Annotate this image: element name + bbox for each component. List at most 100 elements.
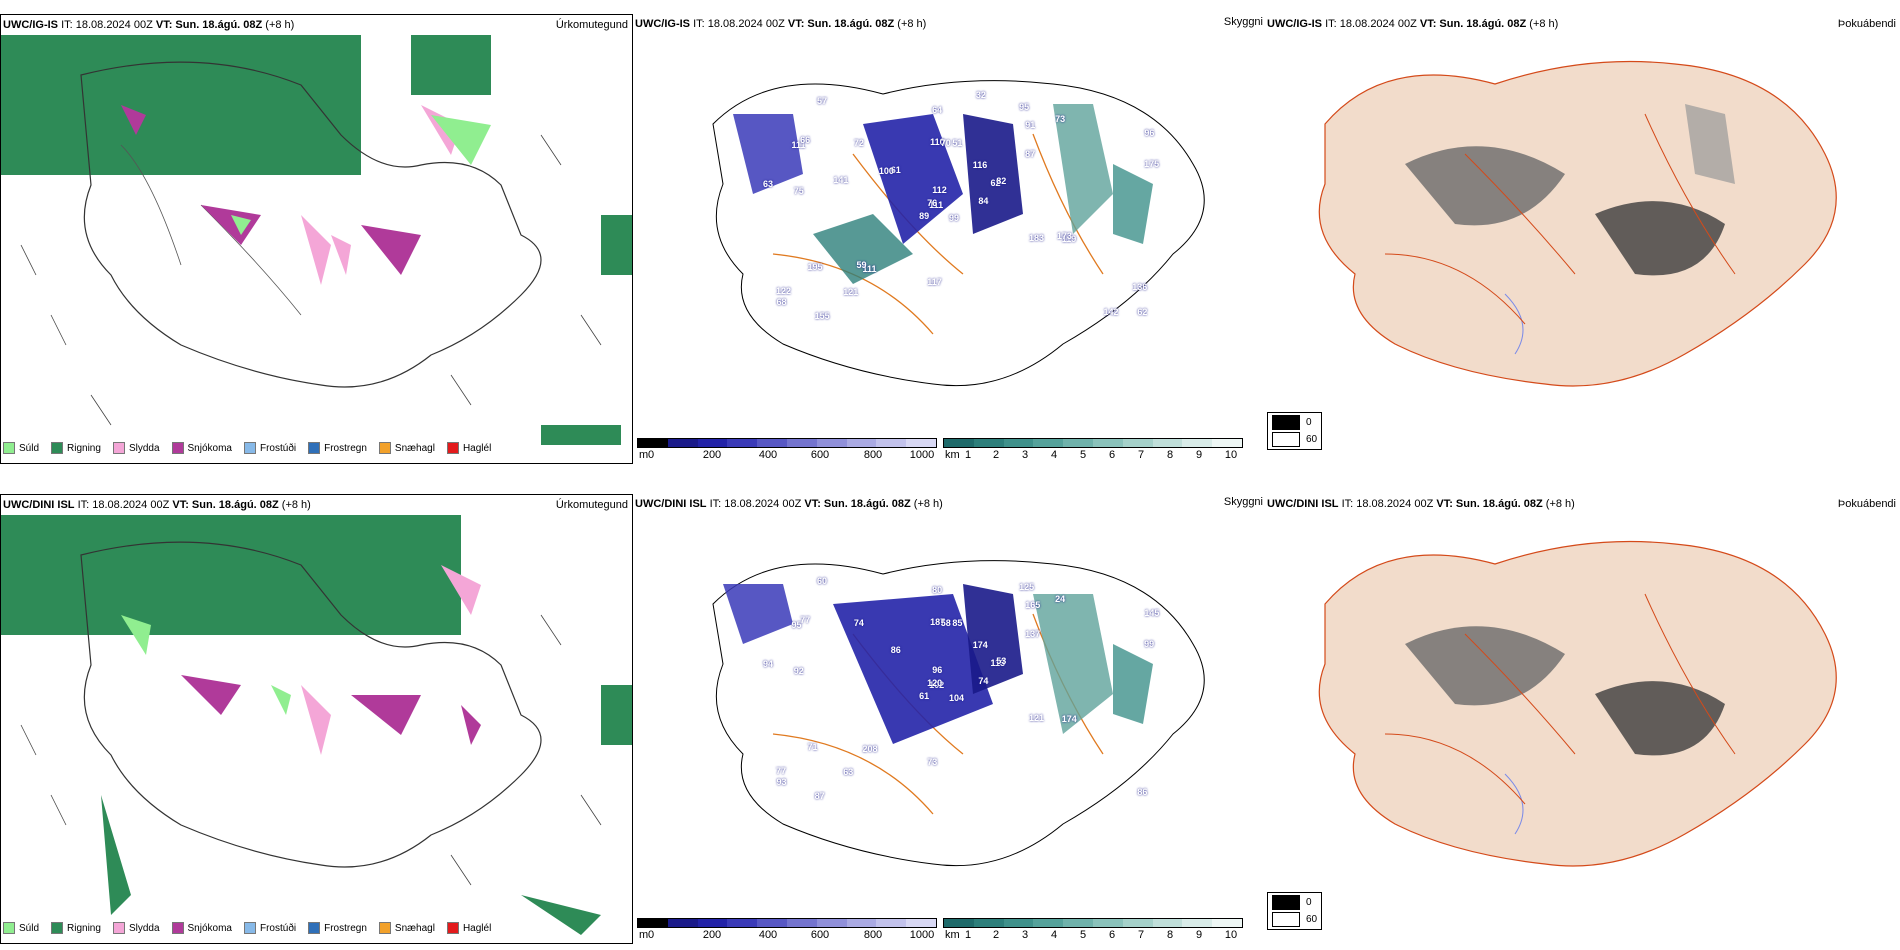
legend-item: Slydda — [112, 922, 160, 934]
panel-title-cloud: Skyggni — [1223, 496, 1263, 508]
tick-label: 0 — [647, 929, 655, 941]
cloudbase-value-label: 95 — [1019, 101, 1030, 112]
tick-label: 800 — [863, 449, 883, 461]
cloudbase-value-label: 24 — [1055, 594, 1066, 605]
cloudbase-value-label: 113 — [990, 658, 1006, 669]
legend-item: Snæhagl — [378, 922, 435, 934]
cloudbase-value-label: 57 — [817, 95, 828, 106]
tick-label: 5 — [1079, 449, 1087, 461]
cloudbase-value-label: 58 — [940, 618, 951, 629]
legend-item: Súld — [3, 442, 39, 454]
precip-map-bottom — [1, 515, 632, 935]
cloudbase-unit: m — [639, 449, 649, 461]
cloudbase-value-label: 64 — [932, 104, 943, 115]
legend-item: Snjókoma — [171, 442, 232, 454]
header-top-cloud: UWC/IG-IS IT: 18.08.2024 00Z VT: Sun. 18… — [635, 18, 927, 30]
tick-label: 200 — [702, 449, 722, 461]
visibility-unit: km — [945, 449, 960, 461]
fog-map-top — [1318, 60, 1837, 387]
tick-label: 8 — [1166, 449, 1174, 461]
tick-label: 9 — [1195, 929, 1203, 941]
legend-swatch — [51, 922, 64, 934]
tick-label: 4 — [1050, 929, 1058, 941]
tick-label: 3 — [1021, 929, 1029, 941]
cloudbase-value-label: 208 — [862, 743, 878, 754]
cloudbase-value-label: 110 — [930, 137, 945, 148]
cloudbase-value-label: 174 — [1061, 714, 1077, 725]
cloudbase-value-label: 121 — [1028, 712, 1045, 723]
legend-swatch — [378, 922, 391, 934]
panel-title-cloud: Skyggni — [1223, 16, 1263, 28]
fog-key-swatch — [1272, 912, 1300, 927]
cloudbase-colorbar-top: m 0 200 400 600 800 1000 — [637, 438, 937, 462]
cloudbase-unit: m — [639, 929, 649, 941]
panel-title-precip: Úrkomutegund — [555, 19, 628, 31]
cloudbase-value-label: 96 — [932, 665, 943, 676]
cloudbase-value-label: 112 — [932, 185, 947, 196]
cloudbase-value-label: 62 — [1137, 307, 1148, 318]
legend-item: Snjókoma — [171, 922, 232, 934]
visibility-ticks: km 1 2 3 4 5 6 7 8 9 10 — [943, 928, 1243, 942]
fog-panel-bottom: UWC/DINI ISL IT: 18.08.2024 00Z VT: Sun.… — [1265, 494, 1900, 944]
legend-swatch — [308, 442, 321, 454]
cloudbase-value-label: 77 — [800, 615, 811, 626]
cloudbase-labels-top: 99 111 111 122 62 111 95 51 91 84 57 62 75 96 89 87 155 1… — [633, 14, 1265, 424]
cloudbase-value-label: 63 — [763, 178, 774, 189]
cloudbase-value-label: 68 — [776, 297, 787, 308]
cloudbase-value-label: 70 — [940, 138, 951, 149]
tick-label: 10 — [1224, 929, 1238, 941]
cloud-panel-bottom: UWC/DINI ISL IT: 18.08.2024 00Z VT: Sun.… — [633, 494, 1265, 944]
panel-title-precip: Úrkomutegund — [555, 499, 628, 511]
cloudbase-colorbar-bottom: m 0 200 400 600 800 1000 — [637, 918, 937, 942]
cloudbase-value-label: 155 — [814, 310, 830, 321]
cloudbase-value-label: 53 — [996, 656, 1007, 667]
cloudbase-value-label: 111 — [862, 263, 877, 274]
cloudbase-labels-bottom: 104 95 102 77 113 208 125 85 165 74 60 86 92 145 61 137… — [633, 494, 1265, 904]
cloudbase-value-label: 119 — [1061, 234, 1077, 245]
cloudbase-ticks: m 0 200 400 600 800 1000 — [637, 448, 937, 462]
cloudbase-value-label: 136 — [1132, 281, 1148, 292]
cloudbase-value-label: 85 — [952, 618, 963, 629]
legend-item: Frostregn — [308, 442, 367, 454]
legend-swatch — [243, 922, 256, 934]
visibility-color-row — [943, 438, 1243, 448]
precip-panel-bottom: UWC/DINI ISL IT: 18.08.2024 00Z VT: Sun.… — [0, 494, 633, 944]
cloudbase-value-label: 121 — [843, 287, 859, 298]
cloudbase-value-label: 175 — [1144, 158, 1160, 169]
tick-label: 800 — [863, 929, 883, 941]
cloudbase-value-label: 100 — [878, 166, 894, 177]
cloudbase-value-label: 73 — [927, 756, 938, 767]
cloudbase-value-label: 99 — [948, 212, 959, 223]
cloudbase-ticks: m 0 200 400 600 800 1000 — [637, 928, 937, 942]
cloudbase-value-label: 71 — [807, 741, 818, 752]
tick-label: 10 — [1224, 449, 1238, 461]
legend-swatch — [308, 922, 321, 934]
precip-legend-top: Súld Rigning Slydda Snjókoma Frostúði Fr… — [3, 437, 499, 459]
tick-label: 7 — [1137, 449, 1145, 461]
cloudbase-value-label: 87 — [814, 790, 825, 801]
fog-key-top: 0 60 — [1267, 412, 1323, 450]
fog-key-swatch — [1272, 432, 1300, 447]
precip-map-top — [1, 35, 632, 445]
cloudbase-value-label: 51 — [952, 138, 963, 149]
panel-title-fog: Þokuábendi — [1837, 498, 1896, 510]
legend-swatch — [171, 922, 184, 934]
cloudbase-value-label: 173 — [1056, 231, 1072, 242]
cloudbase-value-label: 116 — [972, 159, 988, 170]
fog-map-bottom — [1318, 540, 1837, 867]
cloudbase-value-label: 91 — [1025, 120, 1036, 131]
tick-label: 400 — [758, 449, 778, 461]
cloudbase-color-row — [637, 918, 937, 928]
cloudbase-value-label: 111 — [791, 140, 806, 151]
cloudbase-value-label: 165 — [1025, 600, 1041, 611]
tick-label: 1000 — [909, 929, 935, 941]
cloud-map-top — [712, 80, 1205, 387]
cloudbase-value-label: 117 — [927, 276, 942, 287]
legend-item: Haglél — [446, 922, 491, 934]
cloudbase-value-label: 72 — [853, 138, 864, 149]
tick-label: 2 — [992, 929, 1000, 941]
cloudbase-value-label: 96 — [1144, 127, 1155, 138]
fog-key-swatch — [1272, 415, 1300, 430]
visibility-colorbar-top: km 1 2 3 4 5 6 7 8 9 10 — [943, 438, 1243, 462]
cloudbase-value-label: 145 — [1144, 607, 1160, 618]
